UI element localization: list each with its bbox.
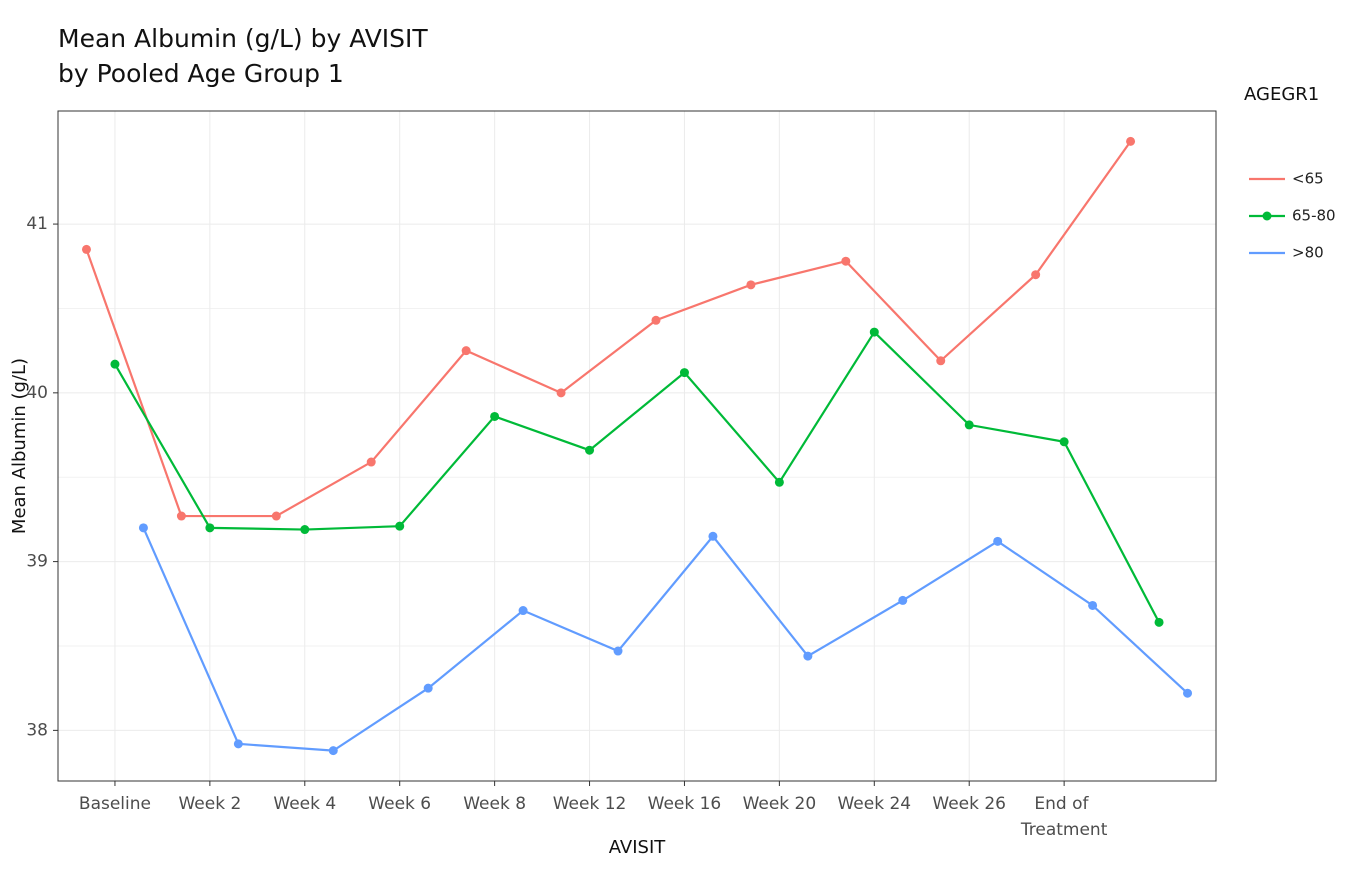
data-point [841, 256, 851, 266]
data-point [271, 511, 281, 521]
data-point [233, 739, 243, 749]
x-tick-label: Week 6 [368, 794, 431, 814]
data-point [1031, 270, 1041, 280]
y-tick-label: 40 [26, 383, 48, 403]
y-tick-label: 41 [26, 214, 48, 234]
data-point [176, 511, 186, 521]
data-point [898, 595, 908, 605]
data-point [869, 327, 879, 337]
x-tick-label: Week 20 [743, 794, 817, 814]
data-point [585, 445, 595, 455]
x-tick-label: Week 8 [463, 794, 526, 814]
data-point [803, 651, 813, 661]
data-point [613, 646, 623, 656]
x-tick-label: Baseline [79, 794, 151, 814]
data-point [490, 411, 500, 421]
chart-title: Mean Albumin (g/L) by AVISIT [58, 24, 428, 53]
data-point [518, 606, 528, 616]
x-tick-label: End of Treatment [1020, 794, 1108, 840]
data-point [746, 280, 756, 290]
x-tick-label: Week 12 [553, 794, 627, 814]
data-point [964, 420, 974, 430]
data-point [205, 523, 215, 533]
x-tick-label: Week 26 [932, 794, 1006, 814]
y-tick-label: 39 [26, 552, 48, 572]
data-point [1059, 437, 1069, 447]
data-point [708, 531, 718, 541]
legend-label: >80 [1292, 244, 1324, 262]
data-point [366, 457, 376, 467]
chart-title: by Pooled Age Group 1 [58, 59, 344, 88]
data-point [138, 523, 148, 533]
data-point [300, 525, 310, 535]
legend-marker [1262, 211, 1272, 221]
data-point [81, 244, 91, 254]
x-tick-label: Week 2 [178, 794, 241, 814]
x-axis-title: AVISIT [609, 837, 667, 858]
data-point [423, 683, 433, 693]
data-point [679, 368, 689, 378]
plot-border [57, 110, 1217, 782]
data-point [1126, 136, 1136, 146]
series-line [113, 330, 1161, 623]
y-tick-label: 38 [26, 720, 48, 740]
data-point [1154, 617, 1164, 627]
data-point [651, 315, 661, 325]
data-point [395, 521, 405, 531]
data-point [556, 388, 566, 398]
x-tick-label: Week 24 [837, 794, 911, 814]
series-line [85, 140, 1132, 518]
legend-label: 65-80 [1292, 207, 1336, 225]
legend-title: AGEGR1 [1244, 84, 1319, 105]
data-point [328, 746, 338, 756]
data-point [774, 477, 784, 487]
y-axis-title: Mean Albumin (g/L) [9, 358, 30, 534]
data-point [1088, 600, 1098, 610]
series-line [142, 527, 1189, 752]
data-point [936, 356, 946, 366]
x-tick-label: Week 16 [648, 794, 722, 814]
data-point [461, 346, 471, 356]
data-point [993, 536, 1003, 546]
legend-label: <65 [1292, 170, 1324, 188]
data-point [1183, 688, 1193, 698]
x-tick-label: Week 4 [273, 794, 336, 814]
data-point [110, 359, 120, 369]
